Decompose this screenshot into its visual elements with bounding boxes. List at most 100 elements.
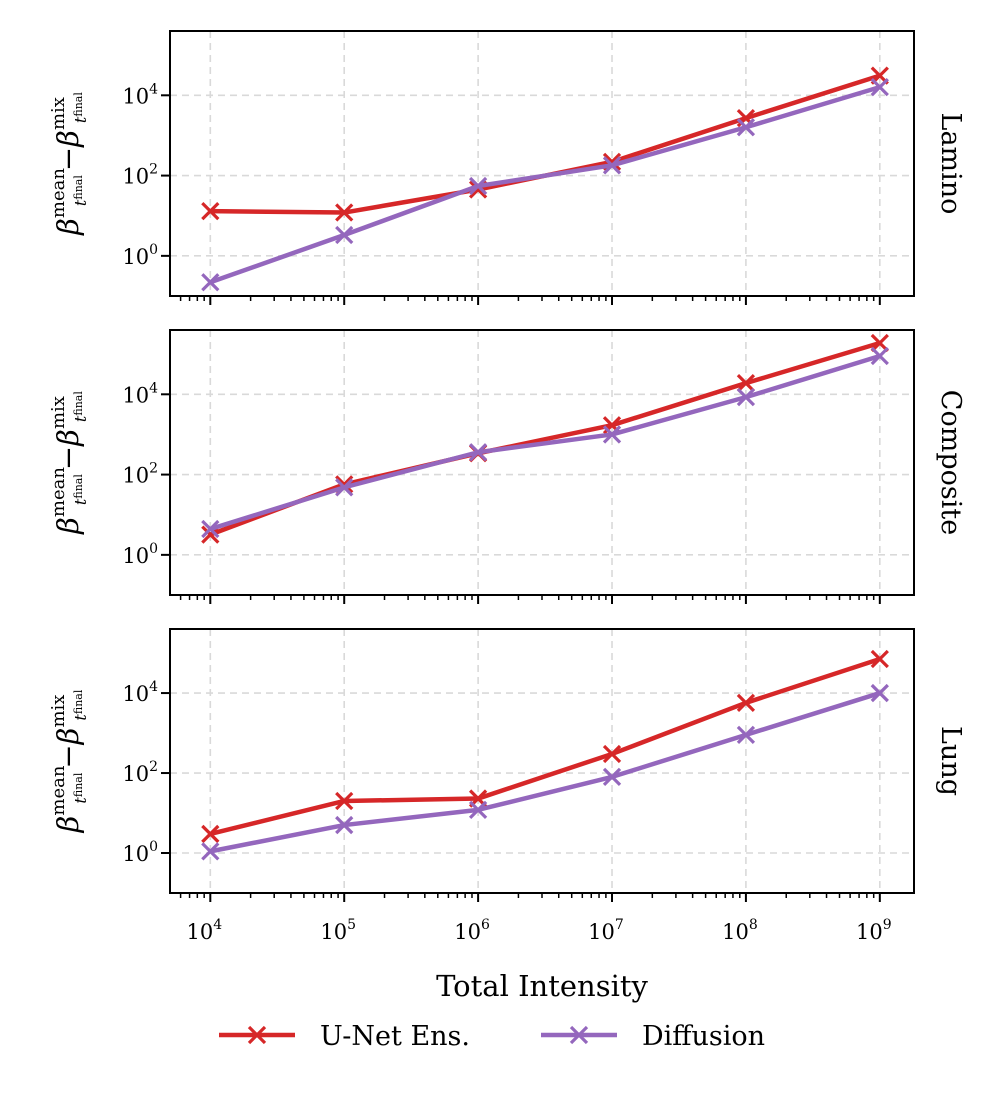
x-tick-exp: 9 xyxy=(883,917,892,933)
x-tick-base: 10 xyxy=(186,920,213,944)
y-label-operator: − xyxy=(51,446,85,470)
data-point-diffusion xyxy=(736,388,756,407)
y-tick-exp: 0 xyxy=(149,839,158,855)
y-label-sub2: t xyxy=(71,116,90,123)
y-label-symbol: β xyxy=(51,816,85,834)
y-label-subsub2: final xyxy=(72,391,85,416)
y-tick-label: 104 xyxy=(122,380,158,407)
y-label-operator: − xyxy=(51,147,85,171)
x-tick-exp: 7 xyxy=(615,917,624,933)
data-point-diffusion xyxy=(870,683,889,703)
data-point-diffusion xyxy=(870,346,889,366)
y-tick-label: 102 xyxy=(122,162,158,189)
x-tick-exp: 6 xyxy=(481,917,490,933)
y-tick-label: 102 xyxy=(122,461,158,488)
series-line-diffusion xyxy=(209,690,881,854)
data-point-unet xyxy=(201,202,220,221)
y-tick-base: 10 xyxy=(122,245,149,269)
data-point-diffusion xyxy=(335,478,354,497)
y-tick-base: 10 xyxy=(122,84,149,108)
data-point-diffusion xyxy=(602,156,622,175)
y-label-sup2: mix xyxy=(48,97,69,130)
y-axis-label: βmean tfinal−βmix tfinal xyxy=(48,391,90,535)
data-point-unet xyxy=(201,824,220,844)
legend-marker-diffusion xyxy=(569,1025,589,1045)
x-tick-exp: 4 xyxy=(213,917,222,933)
y-label-sup2: mix xyxy=(48,695,69,728)
y-tick-label: 100 xyxy=(122,839,158,866)
data-point-diffusion xyxy=(335,815,354,835)
series-line-unet xyxy=(209,340,881,537)
series-line-unet xyxy=(209,656,881,837)
y-tick-exp: 2 xyxy=(149,461,158,477)
series-line-diffusion xyxy=(209,84,881,285)
y-label-symbol: β xyxy=(51,130,85,148)
data-point-unet xyxy=(736,373,756,393)
y-label-sub1: t xyxy=(71,199,90,206)
legend: U-Net Ens. Diffusion xyxy=(219,1021,765,1052)
y-label-subsub2: final xyxy=(72,92,85,117)
panel-label: Composite xyxy=(935,390,966,535)
y-axis-label: βmean tfinal−βmix tfinal xyxy=(48,689,90,833)
y-tick-base: 10 xyxy=(122,544,149,568)
y-label-sup1: mean xyxy=(48,765,69,815)
y-label-symbol: β xyxy=(51,218,85,236)
data-point-diffusion xyxy=(870,77,889,97)
data-point-diffusion xyxy=(602,767,622,787)
data-point-unet xyxy=(870,649,889,669)
y-tick-base: 10 xyxy=(122,762,149,786)
x-tick-label: 106 xyxy=(454,917,490,944)
y-label-symbol: β xyxy=(51,429,85,447)
y-tick-exp: 0 xyxy=(149,242,158,258)
data-point-diffusion xyxy=(201,273,220,292)
y-tick-label: 104 xyxy=(122,81,158,108)
y-tick-base: 10 xyxy=(122,383,149,407)
data-point-diffusion xyxy=(736,725,756,745)
x-tick-base: 10 xyxy=(856,920,883,944)
data-point-unet xyxy=(335,791,354,811)
data-point-diffusion xyxy=(468,800,488,819)
legend-label-diffusion: Diffusion xyxy=(642,1021,765,1052)
data-point-diffusion xyxy=(201,519,220,539)
panel-label: Lamino xyxy=(935,113,966,215)
x-tick-base: 10 xyxy=(588,920,615,944)
x-tick-base: 10 xyxy=(320,920,347,944)
y-label-subsub1: final xyxy=(72,175,85,200)
y-tick-exp: 2 xyxy=(149,162,158,178)
data-point-unet xyxy=(602,744,622,764)
y-label-subsub1: final xyxy=(72,772,85,797)
y-label-sup2: mix xyxy=(48,396,69,429)
data-point-diffusion xyxy=(468,176,488,196)
y-tick-exp: 4 xyxy=(149,81,158,97)
y-tick-base: 10 xyxy=(122,842,149,866)
y-tick-label: 102 xyxy=(122,759,158,786)
data-point-diffusion xyxy=(602,425,622,444)
x-tick-label: 107 xyxy=(588,917,624,944)
y-label-sup1: mean xyxy=(48,467,69,517)
y-label-sub1: t xyxy=(71,498,90,505)
y-tick-exp: 4 xyxy=(149,679,158,695)
y-label-symbol: β xyxy=(51,517,85,535)
y-label-sup1: mean xyxy=(48,168,69,218)
x-tick-label: 105 xyxy=(320,917,356,944)
data-point-diffusion xyxy=(468,443,488,462)
y-label-sub1: t xyxy=(71,797,90,804)
legend-label-unet: U-Net Ens. xyxy=(320,1021,470,1052)
series-line-diffusion xyxy=(209,353,881,532)
y-label-symbol: β xyxy=(51,728,85,746)
data-point-diffusion xyxy=(736,118,756,137)
y-tick-base: 10 xyxy=(122,464,149,488)
x-tick-exp: 5 xyxy=(347,917,356,933)
x-tick-label: 109 xyxy=(856,917,892,944)
data-point-diffusion xyxy=(201,842,220,861)
y-label-sub2: t xyxy=(71,415,90,422)
x-tick-base: 10 xyxy=(722,920,749,944)
y-tick-label: 104 xyxy=(122,679,158,706)
x-tick-label: 104 xyxy=(186,917,222,944)
y-label-operator: − xyxy=(51,744,85,768)
x-tick-base: 10 xyxy=(454,920,481,944)
